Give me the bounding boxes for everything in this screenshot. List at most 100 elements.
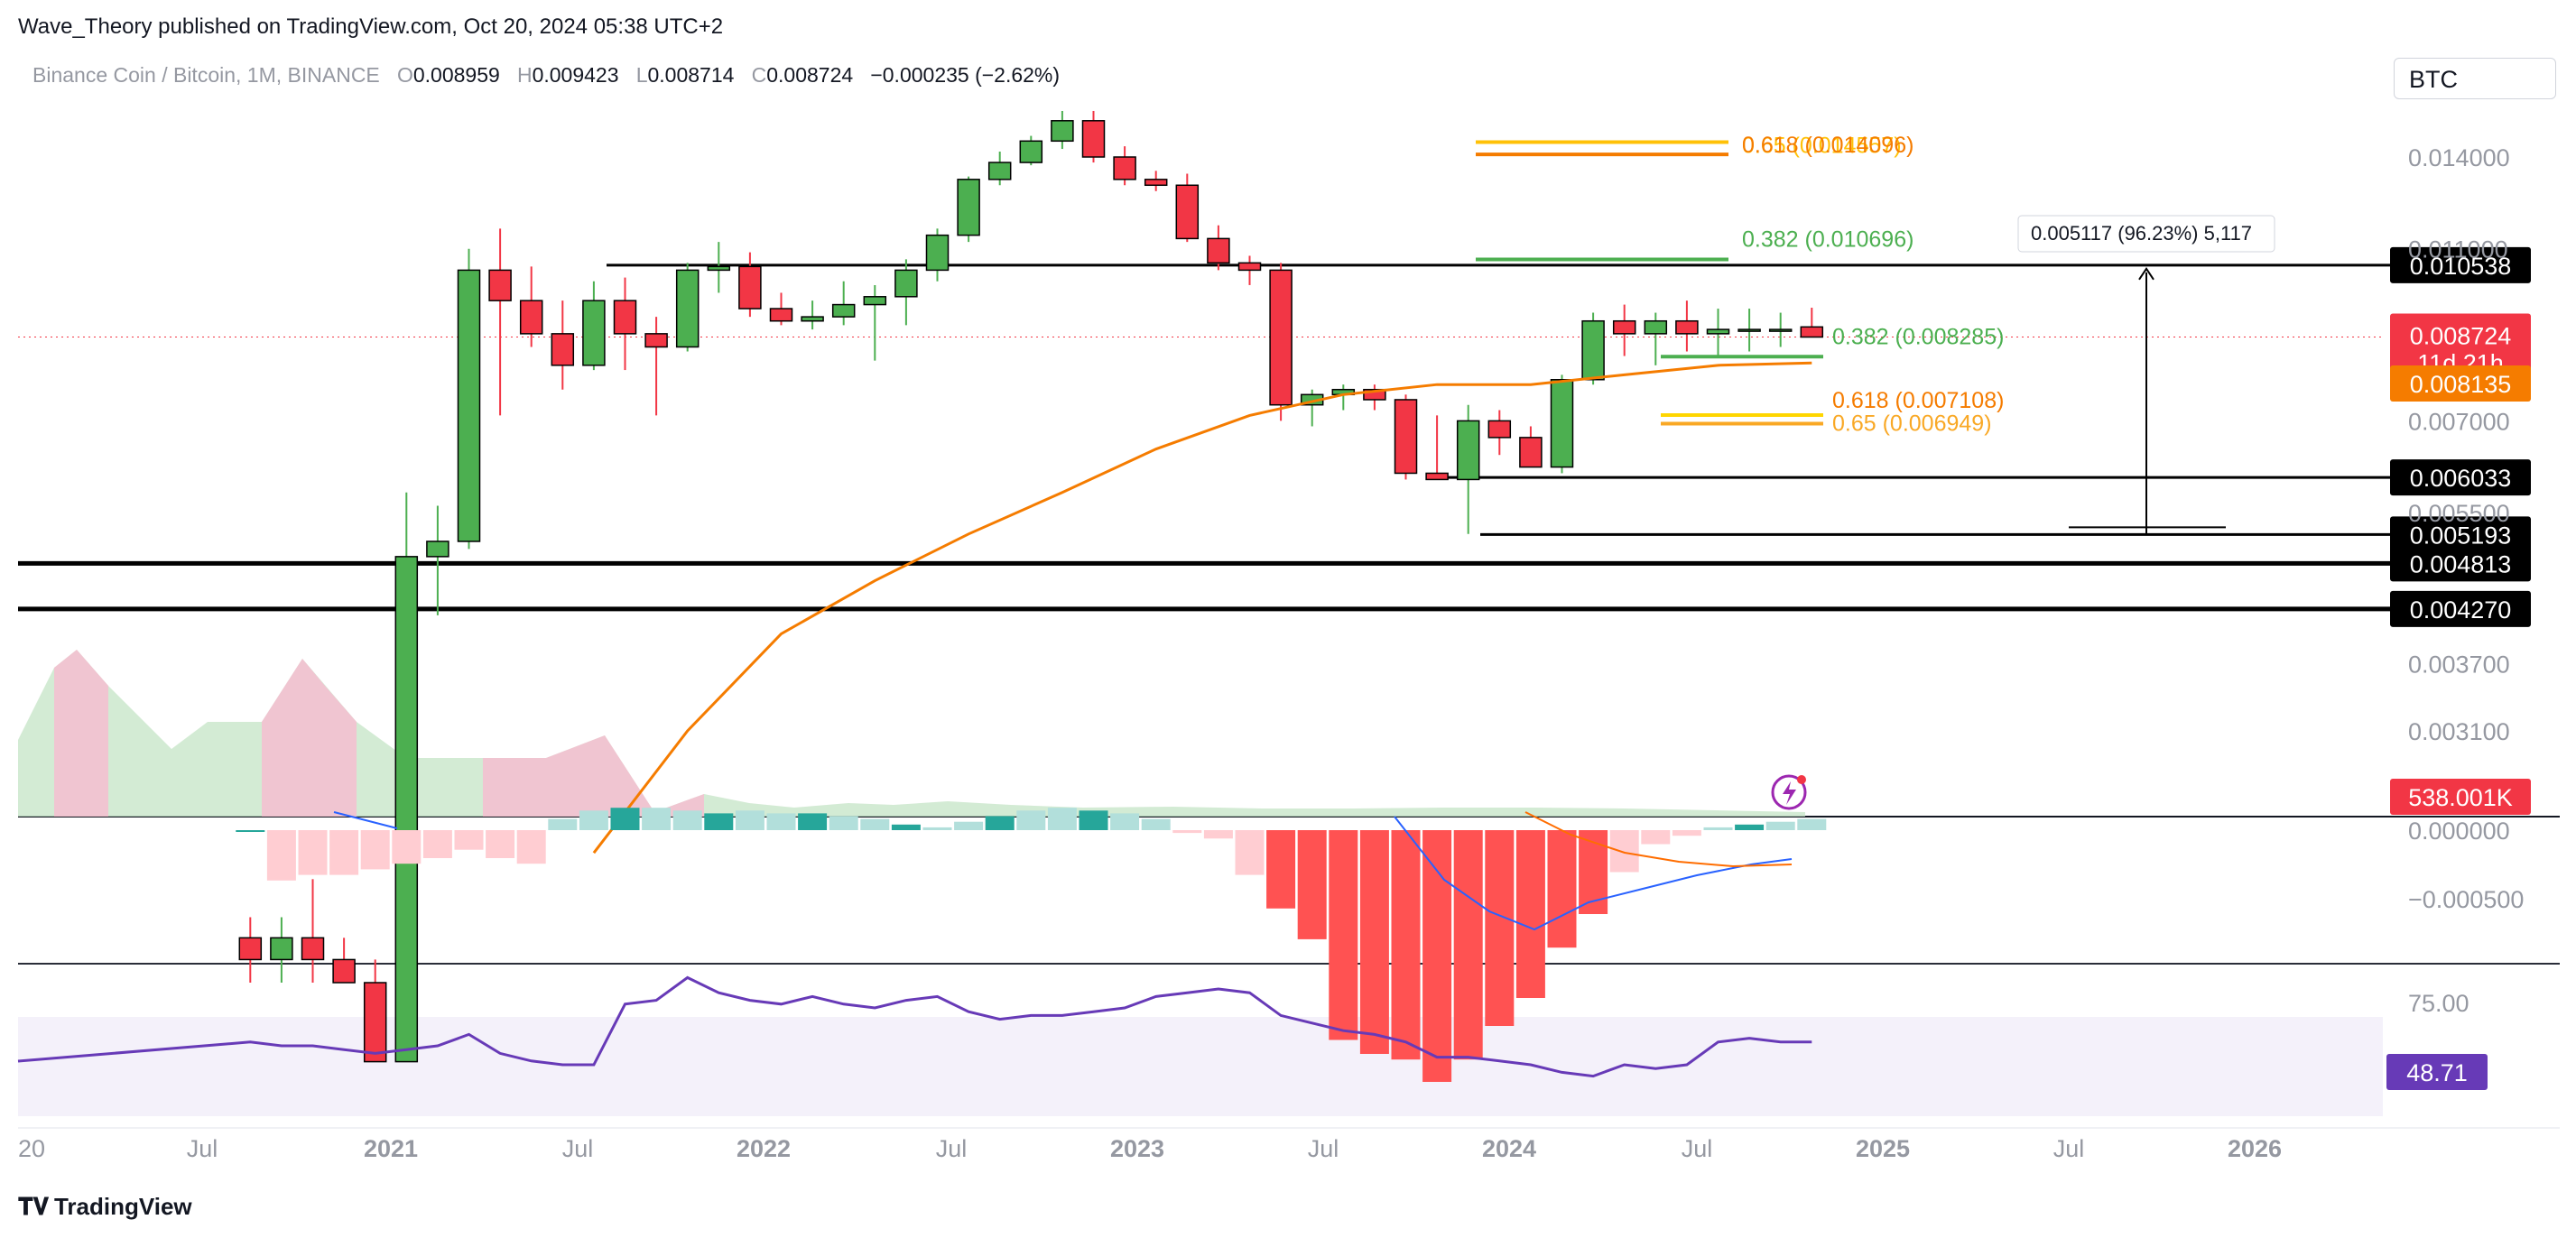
candle-2022-10 bbox=[1051, 110, 1074, 150]
fib-label-low-65: 0.65 (0.006949) bbox=[1832, 411, 1992, 436]
macd-bar bbox=[829, 816, 858, 830]
last-price-tag: 0.008724 bbox=[2410, 323, 2512, 350]
level-tag-bg bbox=[2390, 246, 2531, 283]
high-value: 0.009423 bbox=[532, 63, 619, 87]
candle-2023-03 bbox=[1207, 225, 1230, 271]
candle-body bbox=[1519, 437, 1543, 468]
candle-2024-02 bbox=[1550, 374, 1574, 474]
macd-bar bbox=[860, 818, 890, 830]
macd-bar bbox=[1641, 830, 1671, 845]
candle-2022-03 bbox=[831, 281, 856, 326]
macd-bar bbox=[954, 821, 984, 830]
time-axis-label-2022: 2022 bbox=[737, 1135, 791, 1162]
macd-bar bbox=[1047, 808, 1077, 830]
candle-body bbox=[238, 937, 263, 961]
candle-body bbox=[1175, 184, 1200, 240]
candle-body bbox=[301, 937, 325, 961]
candle-2021-11 bbox=[707, 242, 731, 293]
macd-axis-label: −0.000500 bbox=[2408, 886, 2524, 913]
candle-body bbox=[738, 265, 762, 310]
candle-body bbox=[457, 269, 481, 542]
candle-2023-12 bbox=[1487, 410, 1512, 456]
time-axis-label-Jul: Jul bbox=[936, 1135, 968, 1162]
candle-2023-09 bbox=[1394, 394, 1418, 480]
macd-bar bbox=[1672, 830, 1701, 836]
candle-2022-12 bbox=[1113, 146, 1136, 186]
candle-body bbox=[644, 333, 668, 348]
price-axis-label-0.011000: 0.011000 bbox=[2408, 236, 2508, 263]
macd-bar bbox=[1735, 824, 1765, 830]
candle-2021-03 bbox=[457, 248, 481, 550]
candle-body bbox=[769, 308, 793, 322]
candle-body bbox=[519, 300, 543, 335]
candle-body bbox=[675, 269, 700, 348]
candle-body bbox=[332, 958, 356, 984]
macd-bar bbox=[266, 830, 296, 881]
level-tag-bg bbox=[2390, 516, 2531, 553]
fib-label-low-382: 0.382 (0.008285) bbox=[1832, 324, 2004, 349]
macd-bar bbox=[1359, 830, 1389, 1054]
price-axis-label-0.005500: 0.005500 bbox=[2408, 500, 2510, 527]
price-axis-label-0.014000: 0.014000 bbox=[2408, 144, 2510, 171]
candle-body bbox=[1581, 319, 1605, 381]
symbol-name[interactable]: Binance Coin / Bitcoin, 1M, BINANCE bbox=[32, 63, 380, 87]
level-tag-label: 0.004270 bbox=[2410, 596, 2512, 624]
candle-body bbox=[1550, 379, 1574, 468]
macd-bar bbox=[1703, 827, 1733, 830]
macd-bar bbox=[516, 830, 546, 864]
time-axis-label-Jul: Jul bbox=[187, 1135, 218, 1162]
fib-label-upper-618: 0.618 (0.014096) bbox=[1742, 133, 1913, 158]
candle-body bbox=[1237, 262, 1262, 272]
level-tag-label: 0.010538 bbox=[2410, 253, 2512, 280]
macd-bar bbox=[454, 830, 484, 850]
level-tag-bg bbox=[2390, 545, 2531, 582]
notification-dot-icon bbox=[1797, 775, 1806, 784]
time-axis-label-2023: 2023 bbox=[1110, 1135, 1164, 1162]
rsi-value-tag: 48.71 bbox=[2406, 1059, 2468, 1086]
time-axis-label-2025: 2025 bbox=[1856, 1135, 1910, 1162]
macd-bar bbox=[1235, 830, 1265, 875]
candle-body bbox=[1425, 472, 1449, 481]
volume-area-red bbox=[483, 735, 704, 817]
candle-2023-05 bbox=[1269, 263, 1293, 421]
change-value: −0.000235 (−2.62%) bbox=[870, 63, 1061, 87]
brand-label: TradingView bbox=[53, 1193, 192, 1220]
candle-body bbox=[707, 265, 731, 272]
candle-2020-11 bbox=[332, 938, 356, 984]
macd-bar bbox=[1079, 810, 1108, 830]
candle-2022-08 bbox=[987, 152, 1012, 186]
level-tag-bg bbox=[2390, 590, 2531, 627]
candle-2021-04 bbox=[488, 228, 512, 416]
candle-2023-08 bbox=[1363, 384, 1386, 411]
macd-bar bbox=[985, 816, 1015, 830]
macd-line-left bbox=[333, 811, 398, 829]
candle-2020-10 bbox=[301, 879, 325, 984]
candle-2023-04 bbox=[1237, 255, 1262, 285]
macd-bar bbox=[766, 813, 796, 830]
volume-tag: 538.001K bbox=[2408, 784, 2513, 811]
time-axis-label-Jul: Jul bbox=[2053, 1135, 2085, 1162]
candle-2023-06 bbox=[1300, 389, 1324, 427]
macd-bar bbox=[1422, 830, 1452, 1082]
macd-bar bbox=[798, 813, 828, 830]
lightning-icon bbox=[1771, 774, 1807, 810]
candle-body bbox=[488, 269, 512, 301]
macd-bar bbox=[642, 808, 672, 830]
macd-bar bbox=[579, 810, 608, 830]
ema-line bbox=[592, 361, 1812, 855]
candle-body bbox=[1800, 326, 1824, 338]
candle-2021-12 bbox=[738, 252, 762, 318]
macd-bar bbox=[1453, 830, 1483, 1060]
candle-2024-01 bbox=[1519, 426, 1543, 468]
price-axis-label-0.007000: 0.007000 bbox=[2408, 408, 2510, 435]
candle-2022-04 bbox=[863, 284, 887, 361]
candle-2022-05 bbox=[894, 259, 918, 326]
candle-2021-06 bbox=[551, 300, 575, 390]
macd-bar bbox=[1016, 810, 1046, 830]
candle-2022-09 bbox=[1019, 135, 1043, 166]
candle-2024-08 bbox=[1737, 309, 1761, 352]
macd-bar bbox=[1266, 830, 1296, 909]
low-label: L bbox=[635, 63, 648, 87]
currency-button[interactable]: BTC bbox=[2394, 58, 2556, 99]
